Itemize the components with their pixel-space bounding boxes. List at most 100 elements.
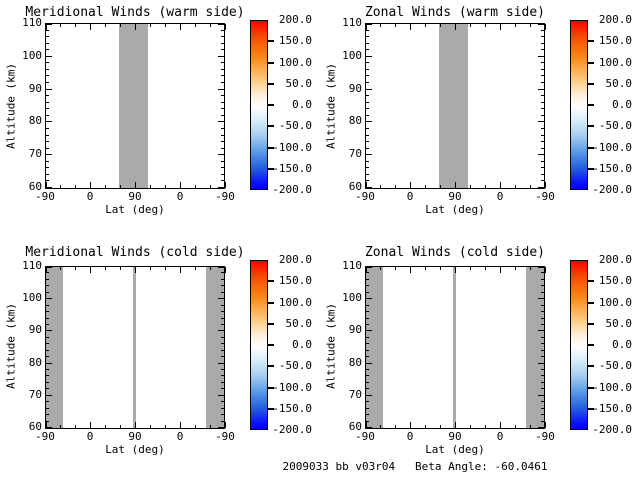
tick-mark bbox=[410, 267, 411, 273]
y-tick-label: 90 bbox=[348, 323, 362, 337]
colorbar-tick-label: 150.0 bbox=[278, 34, 312, 48]
tick-mark bbox=[541, 135, 544, 136]
tick-mark bbox=[46, 311, 49, 312]
tick-mark bbox=[221, 69, 224, 70]
colorbar-tick-mark bbox=[268, 386, 274, 389]
colorbar-tick-mark bbox=[268, 280, 274, 283]
tick-mark bbox=[225, 422, 226, 428]
tick-mark bbox=[541, 318, 544, 319]
colorbar-tick-label: -200.0 bbox=[592, 183, 632, 196]
y-tick-label: 90 bbox=[28, 81, 42, 95]
tick-mark bbox=[538, 267, 544, 268]
tick-mark bbox=[366, 298, 372, 299]
tick-mark bbox=[541, 102, 544, 103]
tick-mark bbox=[221, 82, 224, 83]
tick-mark bbox=[195, 24, 196, 27]
colorbar-tick-label: 200.0 bbox=[278, 13, 312, 26]
x-tick-label: 0 bbox=[176, 190, 184, 203]
panel-zonal-cold: Zonal Winds (cold side) Altitude (km) La… bbox=[320, 240, 640, 480]
colorbar-tick-mark bbox=[588, 40, 594, 43]
tick-mark bbox=[221, 148, 224, 149]
tick-mark bbox=[46, 161, 49, 162]
colorbar-tick-mark bbox=[588, 61, 594, 64]
tick-mark bbox=[366, 187, 372, 188]
tick-mark bbox=[366, 24, 372, 25]
colorbar-tick-mark bbox=[268, 40, 274, 43]
tick-mark bbox=[221, 337, 224, 338]
data-gap-band bbox=[526, 267, 544, 428]
tick-mark bbox=[366, 422, 367, 428]
tick-mark bbox=[541, 337, 544, 338]
colorbar bbox=[250, 20, 268, 190]
x-tick-label: -90 bbox=[35, 430, 55, 443]
tick-mark bbox=[180, 24, 181, 30]
tick-mark bbox=[218, 154, 224, 155]
tick-mark bbox=[75, 185, 76, 188]
tick-mark bbox=[180, 182, 181, 188]
tick-mark bbox=[366, 272, 369, 273]
tick-mark bbox=[221, 414, 224, 415]
panel-zonal-warm: Zonal Winds (warm side) Altitude (km) La… bbox=[320, 0, 640, 240]
y-tick-label: 70 bbox=[28, 147, 42, 161]
tick-mark bbox=[46, 36, 49, 37]
data-gap-band bbox=[133, 267, 137, 428]
tick-mark bbox=[46, 343, 49, 344]
colorbar-tick-label: -50.0 bbox=[278, 359, 312, 373]
tick-mark bbox=[538, 89, 544, 90]
x-tick-label: -90 bbox=[535, 430, 555, 443]
tick-mark bbox=[221, 272, 224, 273]
tick-mark bbox=[150, 267, 151, 270]
tick-mark bbox=[515, 425, 516, 428]
tick-mark bbox=[541, 141, 544, 142]
tick-mark bbox=[440, 185, 441, 188]
y-axis-label: Altitude (km) bbox=[4, 302, 18, 390]
colorbar-tick-label: 50.0 bbox=[605, 316, 633, 330]
x-tick-label: 0 bbox=[86, 430, 94, 443]
x-tick-label: 0 bbox=[86, 190, 94, 203]
tick-mark bbox=[380, 267, 381, 270]
tick-mark bbox=[366, 43, 369, 44]
panel-title: Zonal Winds (warm side) bbox=[364, 5, 545, 20]
tick-mark bbox=[46, 356, 49, 357]
colorbar-tick-label: 100.0 bbox=[278, 55, 312, 69]
tick-mark bbox=[180, 267, 181, 273]
tick-mark bbox=[366, 324, 369, 325]
tick-mark bbox=[538, 363, 544, 364]
tick-mark bbox=[541, 350, 544, 351]
tick-mark bbox=[380, 24, 381, 27]
tick-mark bbox=[541, 69, 544, 70]
colorbar-tick-mark bbox=[588, 146, 594, 149]
tick-mark bbox=[380, 425, 381, 428]
tick-mark bbox=[75, 425, 76, 428]
tick-mark bbox=[541, 49, 544, 50]
colorbar-tick-mark bbox=[268, 146, 274, 149]
tick-mark bbox=[60, 185, 61, 188]
y-tick-label: 110 bbox=[22, 259, 42, 272]
tick-mark bbox=[165, 185, 166, 188]
tick-mark bbox=[541, 82, 544, 83]
panel-meridional-warm: Meridional Winds (warm side) Altitude (k… bbox=[0, 0, 320, 240]
tick-mark bbox=[46, 141, 49, 142]
tick-mark bbox=[221, 141, 224, 142]
tick-mark bbox=[221, 311, 224, 312]
tick-mark bbox=[221, 285, 224, 286]
tick-mark bbox=[221, 102, 224, 103]
tick-mark bbox=[366, 330, 372, 331]
tick-mark bbox=[165, 425, 166, 428]
tick-mark bbox=[545, 24, 546, 30]
tick-mark bbox=[221, 292, 224, 293]
colorbar-tick-mark bbox=[588, 322, 594, 325]
tick-mark bbox=[46, 298, 52, 299]
tick-mark bbox=[218, 298, 224, 299]
tick-mark bbox=[90, 24, 91, 30]
tick-mark bbox=[46, 414, 49, 415]
tick-mark bbox=[46, 69, 49, 70]
tick-mark bbox=[135, 422, 136, 428]
colorbar-tick-label: 50.0 bbox=[605, 76, 633, 90]
tick-mark bbox=[135, 24, 136, 30]
tick-mark bbox=[221, 36, 224, 37]
plot-area bbox=[45, 23, 226, 189]
x-tick-label: 90 bbox=[448, 430, 462, 443]
tick-mark bbox=[221, 95, 224, 96]
